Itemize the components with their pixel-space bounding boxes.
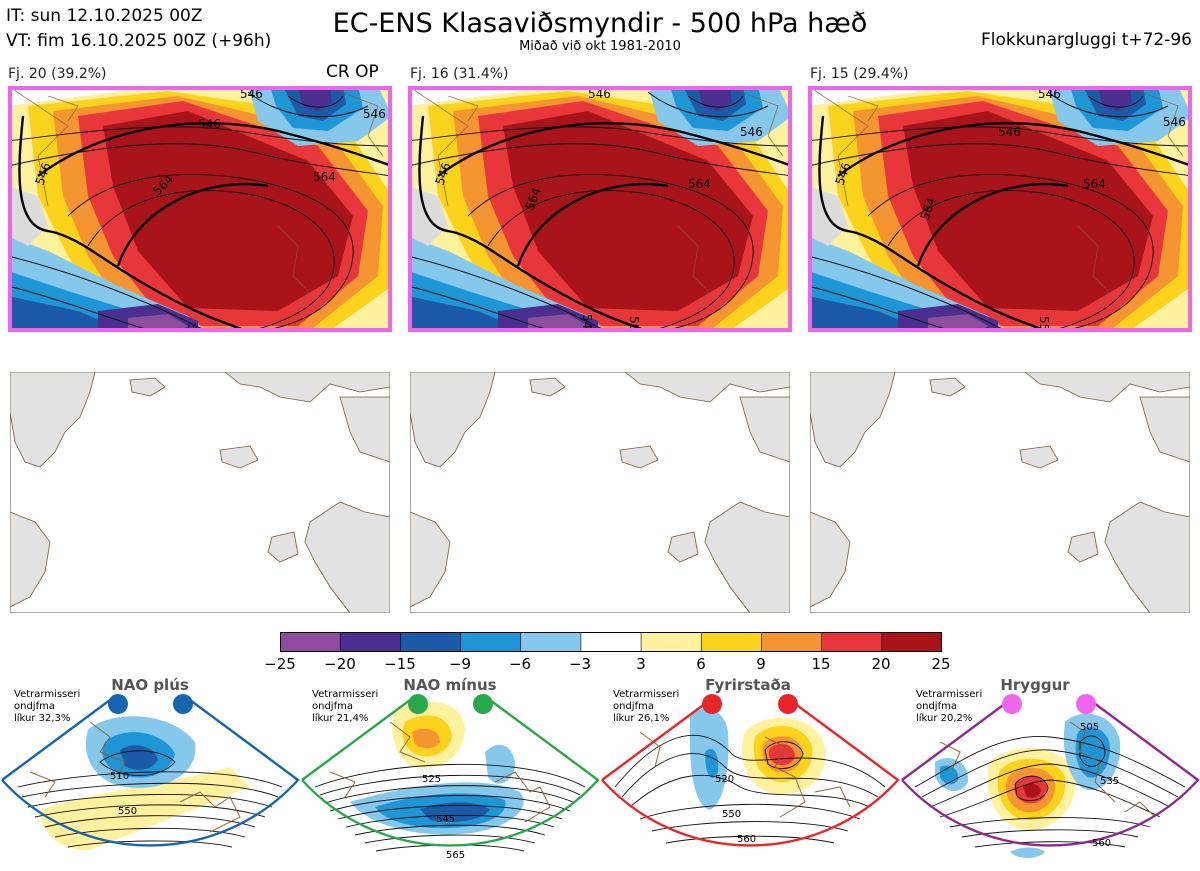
- regime-name-ridge: Hryggur: [1000, 676, 1070, 694]
- contour-label: 564: [313, 170, 336, 184]
- regime-dot-left: [702, 694, 722, 714]
- colorbar: [279, 631, 943, 653]
- colorbar-tick: 20: [871, 655, 891, 673]
- blank-map-3-svg: [809, 371, 1191, 614]
- regime-info-nao-minus: Vetrarmisseri ondjfma líkur 21,4%: [312, 689, 379, 724]
- colorbar-tick: −3: [568, 655, 592, 673]
- regime-map-block: 520 550 560: [600, 692, 900, 867]
- colorbar-tick: 3: [636, 655, 646, 673]
- regime-dot-left: [1002, 694, 1022, 714]
- cluster-map-2-svg: 546 546 546 564 564 546 55: [406, 84, 794, 337]
- cluster-window: Flokkunargluggi t+72-96: [980, 30, 1192, 50]
- regime-name-block: Fyrirstaða: [705, 676, 791, 694]
- colorbar-cell: [821, 631, 883, 653]
- cluster-frame: [808, 86, 1192, 332]
- contour-label: 546: [198, 117, 221, 131]
- regime-dot-right: [1076, 694, 1096, 714]
- regime-info-block: Vetrarmisseri ondjfma líkur 26,1%: [613, 689, 680, 724]
- colorbar-tick: 25: [931, 655, 951, 673]
- blank-map-3: [809, 371, 1191, 614]
- contour-label: 505: [1080, 722, 1099, 733]
- colorbar-tick: −9: [448, 655, 472, 673]
- contour-label: 520: [715, 774, 734, 785]
- contour-label: 545: [436, 814, 455, 825]
- contour-label: 560: [737, 834, 756, 845]
- contour-label: 546: [588, 87, 611, 101]
- cluster-map-3: 546 546 546 564 546 564 55: [806, 84, 1194, 334]
- contour-label: 564: [688, 177, 711, 191]
- header-times: IT: sun 12.10.2025 00Z VT: fim 16.10.202…: [6, 4, 271, 54]
- colorbar-cell: [580, 631, 642, 653]
- cluster-label-1: Fj. 20 (39.2%): [8, 66, 107, 82]
- regime-map-block-svg: 520 550 560: [601, 694, 900, 847]
- regime-map-nao-minus-svg: 525 545 565: [301, 694, 600, 861]
- page-title: EC-ENS Klasaviðsmyndir - 500 hPa hæð: [332, 8, 868, 39]
- contour-label: 546: [363, 107, 386, 121]
- contour-label: 535: [1100, 776, 1119, 787]
- blank-map-1: [9, 371, 391, 614]
- blank-map-2-svg: [409, 371, 791, 614]
- colorbar-tick: −20: [324, 655, 356, 673]
- colorbar-tick: 15: [811, 655, 831, 673]
- valid-time: VT: fim 16.10.2025 00Z (+96h): [6, 31, 272, 51]
- colorbar-cell: [400, 631, 462, 653]
- colorbar-cell: [761, 631, 823, 653]
- contour-label: 546: [998, 125, 1021, 139]
- contour-label: 546: [240, 87, 263, 101]
- regime-map-nao-plus: 510 550: [0, 692, 300, 867]
- colorbar-cell: [520, 631, 582, 653]
- regime-dot-left: [408, 694, 428, 714]
- contour-label: 510: [110, 771, 129, 782]
- colorbar-cells: [279, 631, 943, 653]
- contour-label: 55: [1037, 316, 1051, 331]
- regime-dot-right: [473, 694, 493, 714]
- colorbar-svg: [279, 631, 943, 653]
- regime-map-nao-minus: 525 545 565: [300, 692, 600, 867]
- cluster-map-1-svg: 546 546 546 564 546 546 564: [6, 84, 394, 347]
- colorbar-cell: [881, 631, 943, 653]
- regime-info-ridge: Vetrarmisseri ondjfma líkur 20,2%: [916, 689, 983, 724]
- cluster-map-3-svg: 546 546 546 564 546 564 55: [806, 84, 1194, 334]
- contour-label: 546: [740, 125, 763, 139]
- colorbar-cell: [339, 631, 402, 653]
- regime-map-nao-plus-svg: 510 550: [1, 694, 300, 851]
- regime-map-ridge: 505 535 560: [900, 692, 1200, 867]
- contour-label: 525: [422, 774, 441, 785]
- colorbar-tick: 9: [756, 655, 766, 673]
- climatology-subtitle: Miðað við okt 1981-2010: [519, 39, 681, 54]
- contour-label: 546: [1038, 87, 1061, 101]
- cluster-tag-1: CR OP: [326, 62, 379, 82]
- regime-name-nao-minus: NAO mínus: [403, 676, 497, 694]
- colorbar-tick: −6: [508, 655, 532, 673]
- regime-dot-right: [778, 694, 798, 714]
- contour-label: 546: [1163, 115, 1186, 129]
- colorbar-cell: [460, 631, 522, 653]
- cluster-map-2: 546 546 546 564 564 546 55: [406, 84, 794, 337]
- contour-label: 565: [446, 850, 465, 861]
- cluster-label-2: Fj. 16 (31.4%): [410, 66, 509, 82]
- regime-info-nao-plus: Vetrarmisseri ondjfma líkur 32,3%: [14, 689, 81, 724]
- cluster-frame: [8, 86, 392, 332]
- blank-map-2: [409, 371, 791, 614]
- colorbar-tick: −15: [384, 655, 416, 673]
- colorbar-tick: 6: [696, 655, 706, 673]
- colorbar-tick: −25: [264, 655, 296, 673]
- cluster-map-1: 546 546 546 564 546 546 564: [6, 84, 394, 347]
- colorbar-cell: [640, 631, 703, 653]
- regime-dot-right: [173, 694, 193, 714]
- regime-map-ridge-svg: 505 535 560: [901, 694, 1200, 858]
- regime-dot-left: [108, 694, 128, 714]
- cluster-label-3: Fj. 15 (29.4%): [810, 66, 909, 82]
- regime-name-nao-plus: NAO plús: [111, 676, 189, 694]
- cluster-frame: [408, 86, 792, 332]
- blank-map-1-svg: [9, 371, 391, 614]
- contour-label: 55: [627, 316, 641, 331]
- contour-label: 564: [1083, 177, 1106, 191]
- colorbar-cell: [279, 631, 341, 653]
- colorbar-cell: [700, 631, 763, 653]
- contour-label: 560: [1092, 838, 1111, 849]
- init-time: IT: sun 12.10.2025 00Z: [6, 6, 203, 26]
- contour-label: 550: [118, 806, 137, 817]
- contour-label: 550: [722, 809, 741, 820]
